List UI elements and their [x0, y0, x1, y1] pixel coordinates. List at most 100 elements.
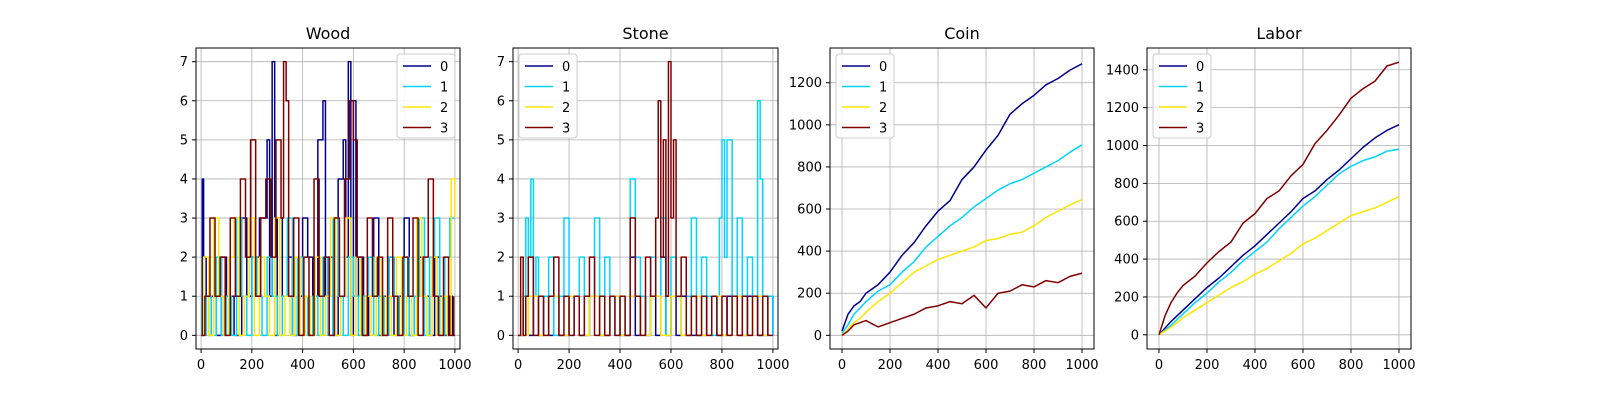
series-line-1: [841, 144, 1083, 334]
legend: 0 1 2 3: [835, 53, 895, 139]
y-tick-label: 800: [1114, 177, 1139, 192]
series-line-3: [841, 272, 1083, 336]
y-tick-label: 200: [797, 287, 822, 302]
axes-frame: [829, 47, 1095, 350]
plot-area: [201, 60, 456, 337]
plot-area: [841, 63, 1083, 336]
legend-label-2: 2: [1196, 101, 1204, 116]
y-tick-label: 5: [497, 133, 505, 148]
legend-box: [835, 53, 895, 139]
legend-label-3: 3: [1196, 122, 1204, 137]
legend-label-2: 2: [440, 101, 448, 116]
y-tick-label: 4: [497, 172, 505, 187]
legend-label-1: 1: [879, 81, 887, 96]
y-tick-label: 2: [180, 251, 188, 266]
legend-label-0: 0: [879, 60, 887, 75]
x-tick-label: 200: [1195, 358, 1220, 373]
plot-area: [1158, 61, 1400, 336]
x-tick-label: 800: [1339, 358, 1364, 373]
chart-title: Wood: [306, 24, 351, 43]
x-tick-label: 200: [239, 358, 264, 373]
legend-box: [518, 53, 578, 139]
series-line-2: [841, 198, 1083, 336]
y-tick-label: 1400: [1106, 63, 1139, 78]
y-tick-label: 1200: [1106, 101, 1139, 116]
x-tick-label: 600: [659, 358, 684, 373]
legend-box: [396, 53, 456, 139]
y-tick-label: 5: [180, 133, 188, 148]
legend-label-0: 0: [440, 60, 448, 75]
y-tick-label: 7: [497, 55, 505, 70]
y-tick-label: 400: [1114, 253, 1139, 268]
y-tick-label: 400: [797, 245, 822, 260]
chart-title: Stone: [622, 24, 668, 43]
legend-label-0: 0: [562, 60, 570, 75]
series-line-0: [841, 63, 1083, 332]
chart-panel-wood: Wood 0 200 400 600 800 1000 0 1 2 3 4 5 6 7 0 1 2 3: [180, 24, 472, 373]
legend: 0 1 2 3: [518, 53, 578, 139]
x-tick-label: 400: [1243, 358, 1268, 373]
chart-panel-stone: Stone 0 200 400 600 800 1000 0 1 2 3 4 5 6 7 0 1 2 3: [497, 24, 790, 373]
legend-label-2: 2: [879, 101, 887, 116]
y-tick-label: 1: [180, 290, 188, 305]
y-tick-label: 0: [497, 329, 505, 344]
y-tick-label: 3: [180, 212, 188, 227]
y-tick-label: 1: [497, 290, 505, 305]
y-tick-label: 600: [1114, 215, 1139, 230]
legend: 0 1 2 3: [396, 53, 456, 139]
y-tick-label: 4: [180, 172, 188, 187]
legend-label-3: 3: [440, 122, 448, 137]
x-tick-label: 400: [608, 358, 633, 373]
plot-area: [518, 60, 774, 337]
legend-label-0: 0: [1196, 60, 1204, 75]
legend-label-2: 2: [562, 101, 570, 116]
chart-title: Coin: [944, 24, 980, 43]
chart-title: Labor: [1256, 24, 1302, 43]
x-tick-label: 200: [557, 358, 582, 373]
x-tick-label: 400: [290, 358, 315, 373]
y-tick-label: 0: [814, 329, 822, 344]
series-line-3: [201, 60, 455, 337]
series-line-0: [1158, 123, 1400, 336]
x-tick-label: 1000: [756, 358, 789, 373]
series-line-3: [518, 60, 773, 337]
axes-frame: [1146, 47, 1412, 350]
legend-label-1: 1: [562, 81, 570, 96]
x-tick-label: 1000: [1065, 358, 1098, 373]
x-tick-label: 200: [878, 358, 903, 373]
x-tick-label: 0: [838, 358, 846, 373]
x-tick-label: 600: [974, 358, 999, 373]
series-line-2: [201, 178, 456, 337]
x-tick-label: 0: [1155, 358, 1163, 373]
y-tick-label: 3: [497, 212, 505, 227]
y-tick-label: 0: [180, 329, 188, 344]
axes-frame: [195, 47, 461, 350]
x-tick-label: 800: [392, 358, 417, 373]
series-line-1: [1158, 148, 1400, 336]
x-tick-label: 400: [926, 358, 951, 373]
y-tick-label: 800: [797, 160, 822, 175]
chart-panel-labor: Labor 0 200 400 600 800 1000 0 200 400 600 800 1000 1…: [1106, 24, 1416, 373]
x-tick-label: 1000: [438, 358, 471, 373]
x-tick-label: 600: [341, 358, 366, 373]
legend-label-1: 1: [440, 81, 448, 96]
legend-box: [1152, 53, 1212, 139]
x-tick-label: 600: [1291, 358, 1316, 373]
legend: 0 1 2 3: [1152, 53, 1212, 139]
x-tick-label: 0: [514, 358, 522, 373]
y-tick-label: 1200: [789, 76, 822, 91]
x-tick-label: 1000: [1382, 358, 1415, 373]
legend-label-1: 1: [1196, 81, 1204, 96]
y-tick-label: 6: [497, 94, 505, 109]
series-line-3: [1158, 61, 1400, 336]
y-tick-label: 600: [797, 203, 822, 218]
y-tick-label: 200: [1114, 290, 1139, 305]
legend-label-3: 3: [879, 122, 887, 137]
x-tick-label: 800: [1022, 358, 1047, 373]
x-tick-label: 800: [710, 358, 735, 373]
y-tick-label: 0: [1131, 328, 1139, 343]
series-line-2: [1158, 195, 1400, 336]
y-tick-label: 6: [180, 94, 188, 109]
